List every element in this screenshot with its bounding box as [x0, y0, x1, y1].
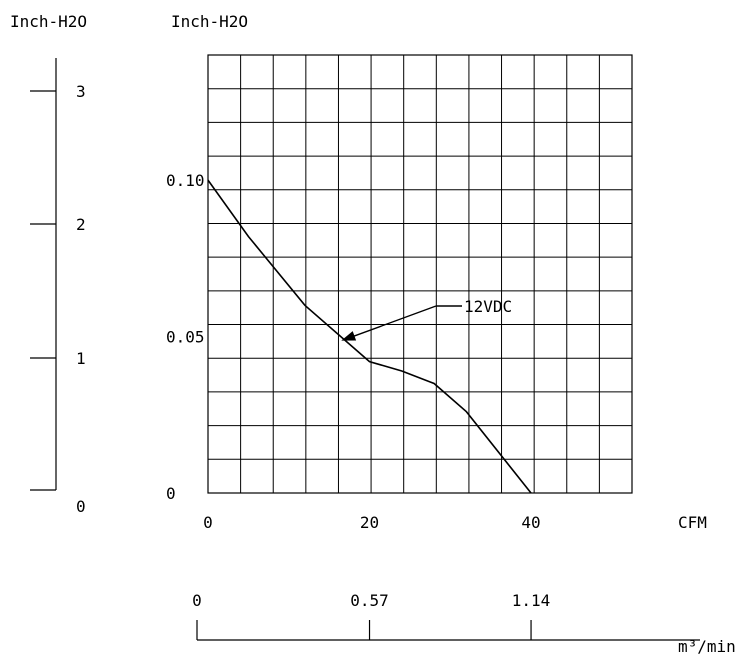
left-axis-tick-label: 2 — [76, 215, 86, 234]
left-axis-label: Inch-H2O — [10, 12, 87, 31]
x-axis-label: CFM — [678, 513, 707, 532]
left-axis-tick-label: 3 — [76, 82, 86, 101]
y-tick-label: 0.10 — [166, 171, 205, 190]
bottom-axis-unit: m³/min — [678, 637, 736, 656]
bottom-axis-tick-label: 0 — [192, 591, 202, 610]
x-tick-label: 0 — [203, 513, 213, 532]
bottom-axis-tick-label: 1.14 — [512, 591, 551, 610]
left-axis-tick-label: 1 — [76, 349, 86, 368]
x-tick-label: 20 — [360, 513, 379, 532]
annotation-arrowhead — [341, 331, 357, 341]
y-tick-label: 0 — [166, 484, 176, 503]
y-tick-label: 0.05 — [166, 328, 205, 347]
series-line-12vdc — [207, 179, 532, 494]
bottom-axis-tick-label: 0.57 — [350, 591, 389, 610]
bottom-axis: 0 0.57 1.14 m³/min — [192, 591, 736, 656]
left-axis-tick-label: 0 — [76, 497, 86, 516]
grid — [208, 55, 632, 493]
annotation-label: 12VDC — [464, 297, 512, 316]
annotation-arrow-line — [347, 305, 437, 340]
x-tick-label: 40 — [521, 513, 540, 532]
y-axis-label: Inch-H2O — [171, 12, 248, 31]
plot-frame — [207, 54, 633, 494]
left-axis: Inch-H2O 0 1 2 3 — [10, 12, 87, 516]
plot-area: Inch-H2O 0 0.05 0.10 0 20 40 CFM 12VDC — [166, 12, 707, 532]
